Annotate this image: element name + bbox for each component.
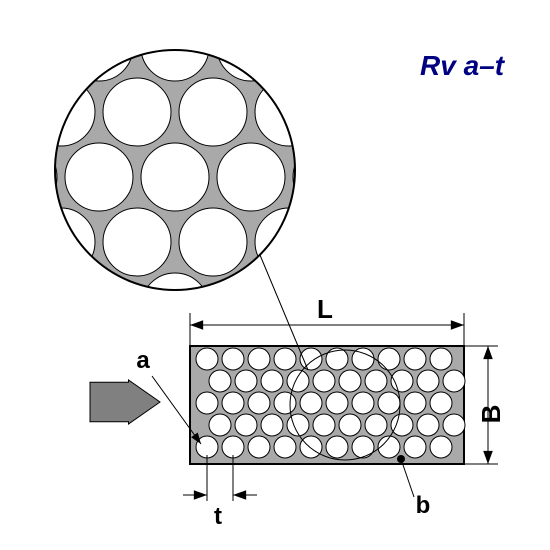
hole — [274, 392, 296, 414]
hole — [391, 414, 413, 436]
hole — [196, 392, 218, 414]
hole — [378, 436, 400, 458]
hole — [235, 370, 257, 392]
perforated-plate — [190, 346, 465, 464]
dim-B-label: B — [476, 405, 506, 424]
hole — [417, 370, 439, 392]
hole — [274, 436, 296, 458]
hole — [261, 370, 283, 392]
hole — [430, 392, 452, 414]
hole — [404, 348, 426, 370]
hole — [209, 414, 231, 436]
leader-a-label: a — [136, 347, 150, 374]
hole — [209, 370, 231, 392]
diagram-root: Rv a–t L Bt a b — [0, 0, 550, 550]
hole — [274, 348, 296, 370]
dim-t: t — [183, 455, 257, 530]
hole — [222, 436, 244, 458]
hole — [378, 392, 400, 414]
hole — [339, 370, 361, 392]
dim-B: B — [460, 346, 506, 464]
hole — [326, 436, 348, 458]
hole — [404, 436, 426, 458]
hole — [352, 392, 374, 414]
title: Rv a–t — [420, 50, 506, 81]
hole — [352, 436, 374, 458]
hole — [248, 436, 270, 458]
hole — [326, 348, 348, 370]
hole — [248, 392, 270, 414]
hole — [417, 414, 439, 436]
hole — [313, 414, 335, 436]
hole — [300, 392, 322, 414]
leader-b-label: b — [416, 492, 431, 519]
hole — [430, 348, 452, 370]
hole — [378, 348, 400, 370]
dim-L-label: L — [317, 294, 333, 324]
hole — [365, 370, 387, 392]
hole — [365, 414, 387, 436]
hole — [339, 414, 361, 436]
hole — [287, 370, 309, 392]
hole — [222, 348, 244, 370]
hole — [404, 392, 426, 414]
hole — [443, 370, 465, 392]
dim-L: L — [190, 294, 464, 353]
hole — [300, 436, 322, 458]
hole — [261, 414, 283, 436]
dim-t-label: t — [214, 503, 222, 530]
zoom-detail — [0, 13, 475, 341]
hole — [235, 414, 257, 436]
hole — [326, 392, 348, 414]
hole — [222, 392, 244, 414]
hole — [196, 348, 218, 370]
hole — [313, 370, 335, 392]
direction-arrow — [90, 380, 160, 424]
hole — [443, 414, 465, 436]
hole — [248, 348, 270, 370]
hole — [430, 436, 452, 458]
